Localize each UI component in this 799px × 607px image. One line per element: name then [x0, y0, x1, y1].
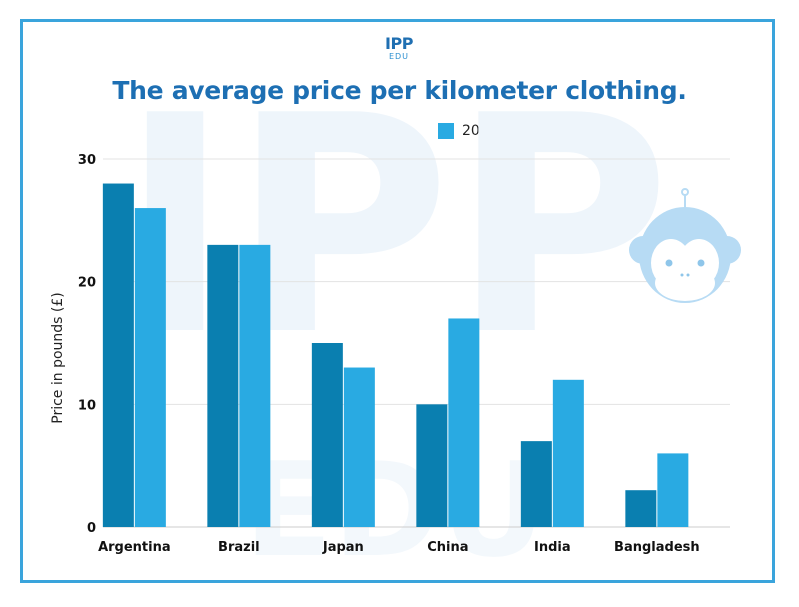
bar-2003-japan — [343, 367, 375, 527]
bar-1993-brazil — [207, 244, 239, 527]
bar-2003-china — [448, 318, 480, 527]
y-tick-label: 20 — [78, 276, 96, 291]
x-category-label: Brazil — [218, 540, 260, 555]
bar-1993-china — [416, 404, 448, 527]
legend-item-1993: 1993 — [312, 122, 372, 140]
watermark-ipp: IPP — [119, 52, 670, 401]
legend-label-2003: 2003 — [462, 123, 498, 139]
y-tick-label: 0 — [87, 521, 96, 536]
legend-swatch-1993 — [312, 123, 328, 139]
y-ticks: 0 10 20 30 — [78, 153, 96, 536]
y-tick-label: 10 — [78, 398, 96, 413]
ipp-edu-logo: IPP EDU — [382, 34, 416, 62]
watermark: IPP EDU — [119, 52, 670, 586]
y-axis-title: Price in pounds (£) — [50, 292, 66, 423]
monkey-mascot-icon — [629, 188, 741, 303]
x-category-label: Japan — [322, 540, 364, 555]
legend-label-1993: 1993 — [336, 123, 372, 139]
bars-layer — [102, 183, 689, 528]
y-tick-label: 30 — [78, 153, 96, 168]
legend-swatch-2003 — [438, 123, 454, 139]
x-category-label: China — [427, 540, 468, 555]
x-category-label: India — [534, 540, 571, 555]
x-category-label: Bangladesh — [614, 540, 700, 555]
watermark-edu: EDU — [244, 434, 546, 586]
bar-2003-argentina — [134, 208, 166, 528]
logo-sub-text: EDU — [388, 52, 410, 61]
bar-1993-india — [520, 441, 552, 527]
bar-2003-india — [552, 379, 584, 527]
bar-1993-argentina — [102, 183, 134, 528]
legend-item-2003: 2003 — [438, 122, 498, 140]
bar-1993-japan — [311, 343, 343, 527]
logo-main-text: IPP — [385, 34, 413, 53]
bar-1993-bangladesh — [625, 490, 657, 527]
x-category-label: Argentina — [98, 540, 171, 555]
x-categories: Argentina Brazil Japan China India Bangladesh — [98, 540, 700, 555]
chart-title: The average price per kilometer clothing… — [112, 76, 687, 105]
bar-2003-brazil — [239, 244, 271, 527]
bar-2003-bangladesh — [657, 453, 689, 527]
